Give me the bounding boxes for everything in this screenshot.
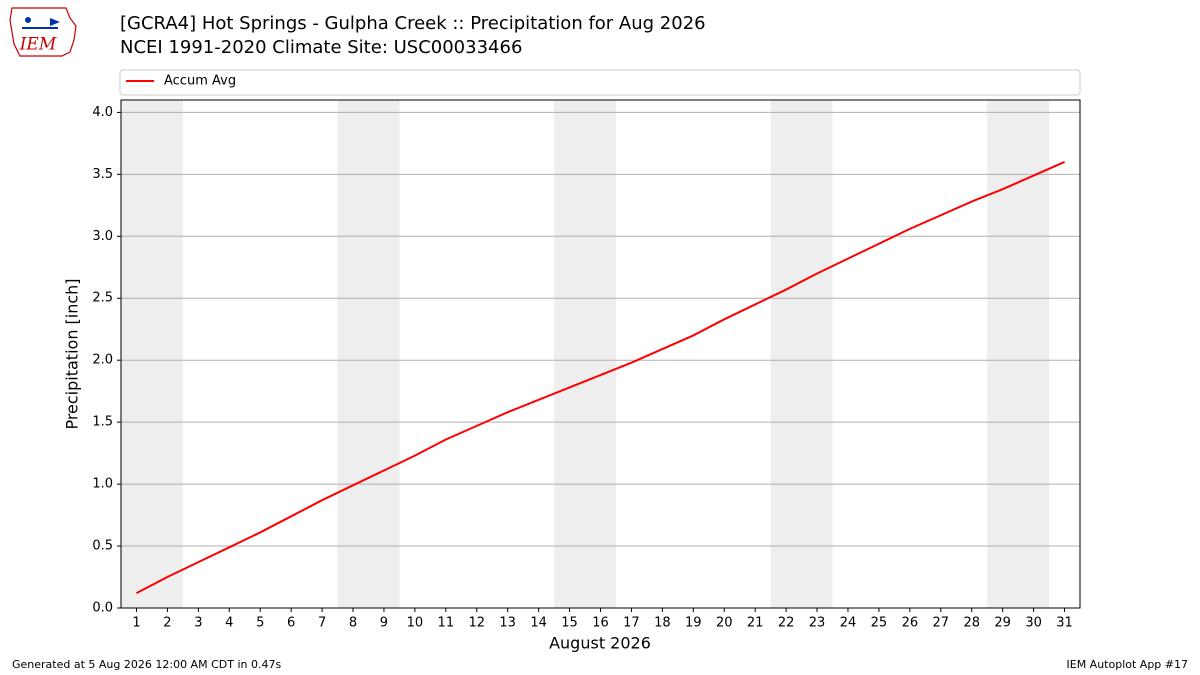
- x-tick-label: 16: [592, 616, 609, 631]
- logo-text: IEM: [19, 35, 57, 55]
- plot-frame: [120, 99, 1081, 609]
- x-tick-label: 2: [163, 616, 171, 631]
- y-tick-label: 3.0: [92, 229, 113, 244]
- x-tick-label: 30: [1025, 616, 1042, 631]
- x-tick-label: 11: [438, 616, 455, 631]
- x-tick-label: 26: [902, 616, 919, 631]
- x-tick-label: 12: [468, 616, 485, 631]
- x-tick-label: 15: [561, 616, 578, 631]
- weekend-band: [554, 100, 616, 608]
- x-tick-label: 9: [380, 616, 388, 631]
- y-tick-label: 1.0: [92, 477, 113, 492]
- y-tick-label: 0.0: [92, 601, 113, 616]
- legend-box: [119, 69, 1081, 96]
- x-tick-label: 20: [716, 616, 733, 631]
- legend-label: Accum Avg: [164, 74, 236, 89]
- x-tick-label: 21: [747, 616, 764, 631]
- y-tick-label: 1.5: [92, 415, 113, 430]
- y-axis-label: Precipitation [inch]: [63, 278, 82, 429]
- x-tick-label: 1: [132, 616, 140, 631]
- y-tick-label: 3.5: [92, 167, 113, 182]
- x-tick-label: 4: [225, 616, 233, 631]
- weekend-band: [987, 100, 1050, 608]
- x-tick-label: 7: [318, 616, 326, 631]
- footer-left: Generated at 5 Aug 2026 12:00 AM CDT in …: [12, 658, 281, 671]
- x-tick-label: 10: [407, 616, 424, 631]
- y-tick-label: 0.5: [92, 539, 113, 554]
- logo: IEM: [9, 7, 77, 57]
- x-tick-label: 31: [1056, 616, 1073, 631]
- x-tick-label: 19: [685, 616, 702, 631]
- x-tick-label: 24: [840, 616, 857, 631]
- x-tick-label: 28: [963, 616, 980, 631]
- x-axis-label: August 2026: [549, 634, 651, 653]
- x-tick-label: 23: [809, 616, 826, 631]
- chart-subtitle: NCEI 1991-2020 Climate Site: USC00033466: [120, 37, 522, 58]
- x-tick-label: 29: [994, 616, 1011, 631]
- x-tick-label: 22: [778, 616, 795, 631]
- x-tick-label: 27: [933, 616, 950, 631]
- x-tick-label: 13: [499, 616, 516, 631]
- y-tick-label: 4.0: [92, 105, 113, 120]
- x-tick-label: 14: [530, 616, 547, 631]
- data-line: [136, 161, 1065, 595]
- weekend-band: [337, 100, 400, 608]
- x-tick-label: 18: [654, 616, 671, 631]
- weekend-band: [770, 100, 833, 608]
- y-tick-label: 2.0: [92, 353, 113, 368]
- x-tick-label: 17: [623, 616, 640, 631]
- x-tick-label: 25: [871, 616, 888, 631]
- weekend-band: [121, 100, 183, 608]
- footer-right: IEM Autoplot App #17: [1067, 658, 1189, 671]
- x-tick-label: 8: [349, 616, 357, 631]
- x-tick-label: 3: [194, 616, 202, 631]
- y-tick-label: 2.5: [92, 291, 113, 306]
- x-tick-label: 5: [256, 616, 264, 631]
- chart-title: [GCRA4] Hot Springs - Gulpha Creek :: Pr…: [120, 13, 706, 34]
- x-tick-label: 6: [287, 616, 295, 631]
